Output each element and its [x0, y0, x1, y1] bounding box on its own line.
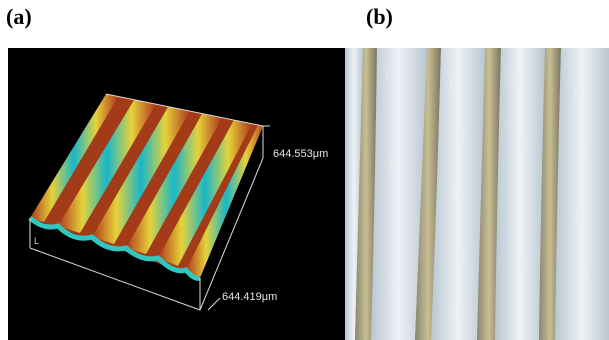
surface-front-edge	[28, 216, 201, 281]
measurement-frame	[29, 93, 270, 311]
micrograph-stripes	[345, 48, 609, 340]
dimension-label-y: 644.553μm	[273, 148, 329, 160]
surface-ridges	[30, 94, 263, 278]
surface-profile-3d-image: 644.553μm 644.419μm L	[8, 48, 345, 340]
panel-b-label: (b)	[366, 4, 393, 29]
surface-profile-3d-render	[28, 93, 270, 311]
axis-tick-label: L	[34, 236, 40, 246]
dimension-label-x: 644.419μm	[222, 291, 278, 303]
micrograph-texture	[384, 67, 589, 329]
panel-a-label: (a)	[6, 4, 32, 29]
optical-micrograph-image	[345, 48, 609, 340]
micrograph-render	[345, 48, 609, 340]
